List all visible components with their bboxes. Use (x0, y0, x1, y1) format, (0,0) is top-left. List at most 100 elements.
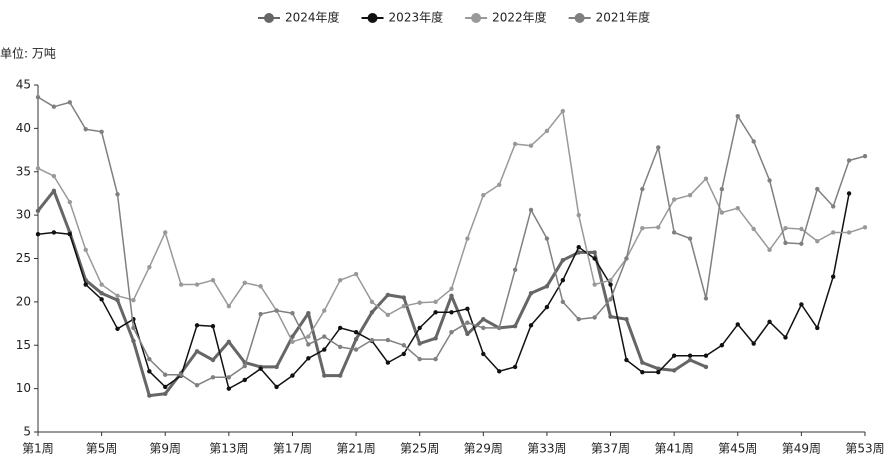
point (369, 337, 375, 343)
point (274, 364, 279, 370)
x-tick-label: 第1周 (22, 442, 54, 456)
point (194, 323, 200, 328)
point (35, 208, 41, 213)
point (67, 199, 73, 205)
point (322, 308, 327, 313)
point (735, 205, 740, 211)
point (560, 258, 566, 263)
point (226, 375, 232, 380)
point (385, 312, 391, 318)
point (703, 364, 709, 370)
point (830, 204, 836, 209)
point (608, 282, 613, 287)
point (687, 353, 693, 358)
point (640, 360, 645, 365)
point (624, 317, 629, 322)
y-tick-label: 15 (16, 338, 31, 352)
point (147, 393, 152, 398)
point (640, 225, 645, 231)
point (147, 264, 152, 270)
point (147, 369, 152, 374)
point (290, 339, 295, 344)
point (640, 369, 645, 375)
point (671, 353, 677, 358)
point (687, 236, 693, 241)
point (830, 274, 836, 279)
point (671, 230, 677, 235)
point (528, 207, 534, 213)
point (624, 357, 629, 363)
point (35, 94, 41, 100)
unit-label: 单位: 万吨 (0, 46, 56, 61)
point (385, 337, 391, 343)
point (544, 236, 550, 241)
legend-marker (471, 13, 482, 23)
point (846, 191, 852, 196)
point (131, 297, 136, 303)
point (433, 310, 438, 315)
point (799, 226, 804, 232)
point (274, 308, 279, 313)
point (449, 286, 454, 292)
point (703, 296, 709, 301)
point (656, 145, 661, 150)
point (99, 129, 104, 135)
point (35, 166, 41, 171)
series-line (37, 110, 866, 343)
point (417, 356, 422, 362)
point (592, 256, 597, 261)
point (306, 310, 311, 316)
point (353, 347, 359, 352)
point (258, 311, 263, 317)
series-line (37, 193, 850, 390)
point (608, 314, 613, 319)
x-tick-label: 第5周 (86, 442, 118, 456)
point (226, 386, 232, 391)
point (67, 232, 73, 237)
point (163, 230, 168, 235)
point (337, 325, 343, 331)
y-tick-label: 30 (16, 208, 31, 222)
point (353, 271, 359, 277)
point (258, 366, 263, 371)
point (115, 293, 120, 299)
point (401, 295, 406, 300)
point (560, 299, 566, 305)
point (767, 319, 772, 325)
point (274, 384, 279, 390)
point (862, 153, 868, 159)
point (433, 299, 438, 305)
point (512, 141, 518, 147)
x-tick-label: 第25周 (400, 442, 439, 456)
point (337, 344, 343, 350)
point (465, 306, 470, 312)
point (560, 108, 566, 114)
point (703, 353, 709, 358)
point (99, 297, 104, 302)
point (592, 315, 597, 320)
point (337, 277, 343, 283)
point (401, 304, 406, 309)
point (783, 335, 788, 340)
point (115, 297, 120, 303)
point (799, 241, 804, 246)
legend-label: 2022年度 (492, 10, 547, 25)
point (178, 282, 184, 287)
point (815, 186, 820, 192)
point (147, 356, 152, 362)
point (194, 349, 200, 354)
x-tick-label: 第9周 (149, 442, 181, 456)
point (194, 382, 200, 388)
x-tick-label: 第49周 (782, 442, 821, 456)
point (99, 291, 104, 296)
point (226, 304, 232, 309)
point (290, 334, 295, 339)
point (735, 114, 740, 119)
point (481, 325, 486, 331)
legend-marker (367, 13, 378, 23)
point (258, 284, 263, 289)
point (433, 356, 438, 362)
point (242, 377, 247, 383)
point (449, 310, 454, 315)
point (751, 341, 756, 346)
